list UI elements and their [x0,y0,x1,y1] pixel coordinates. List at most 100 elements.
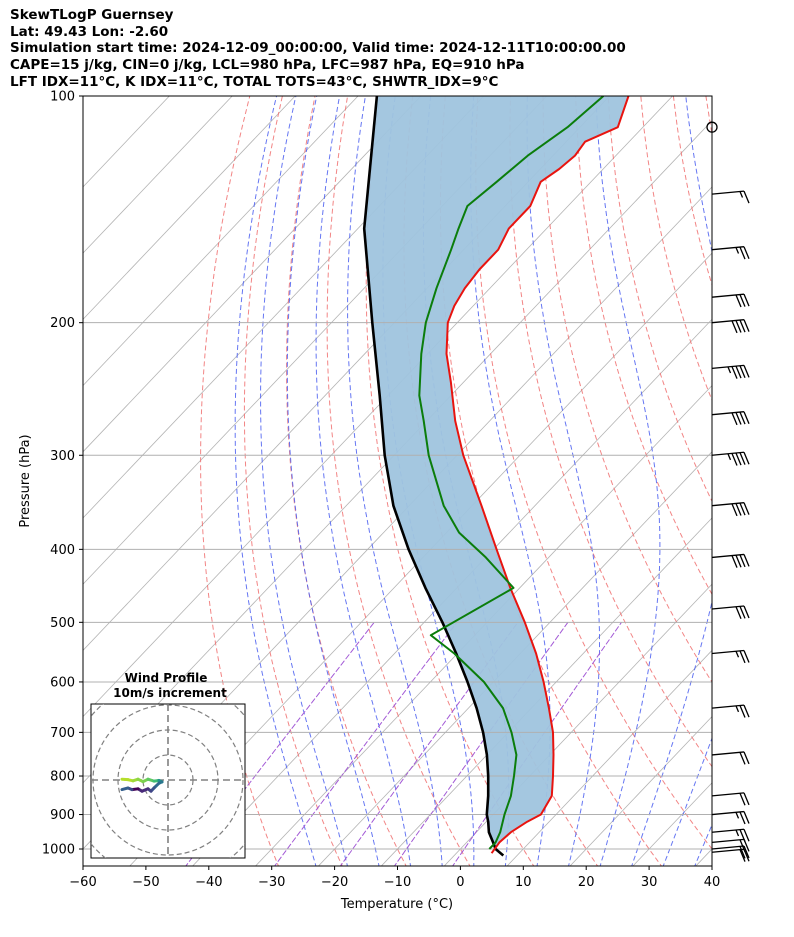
barb-flag [735,554,742,568]
barb-flag [739,246,746,260]
barb-staff [711,848,745,853]
moist-adiabat-line [260,96,348,866]
x-tick-label: −40 [195,875,222,890]
barb-staff [711,605,745,610]
barb-flag [743,849,750,862]
dry-adiabat-line [640,96,712,402]
dry-adiabat-line [575,96,712,596]
barb-flag [739,650,746,664]
barb-flag [739,554,746,568]
y-tick-label: 700 [50,726,75,741]
dry-adiabat-line [705,96,712,137]
barb-flag [731,320,738,334]
barb-flag [735,503,742,516]
dry-adiabat-line [607,96,712,503]
barb-flag [743,845,750,859]
barb-flag [743,246,750,259]
barb-flag [731,412,738,426]
wind-barb [711,553,750,568]
isotherm-line [83,96,296,320]
barb-flag [743,190,750,204]
barb-flag [743,751,750,765]
barb-flag [739,811,746,825]
x-tick-label: 30 [641,875,658,890]
wind-barb [711,319,750,334]
wind-barb [711,190,750,204]
barb-flag [739,606,746,619]
barb-half-flag [735,705,740,713]
chart-header: SkewTLogP Guernsey Lat: 49.43 Lon: -2.60… [10,7,626,91]
wind-barb [711,810,750,825]
mixing-ratio-line [274,621,458,866]
moist-adiabat-line [286,96,380,866]
parcel-line [362,96,505,857]
barb-flag [739,793,746,806]
moist-adiabat-line [595,96,661,866]
barb-staff [711,828,745,833]
moist-adiabat-line [662,736,712,866]
x-axis-label: Temperature (°C) [340,897,453,912]
barb-flag [735,365,742,379]
barb-staff [711,293,745,298]
y-tick-label: 300 [50,449,75,464]
barb-flag [743,605,750,619]
barb-half-flag [735,829,740,837]
hodograph-subtitle: 10m/s increment [113,686,227,700]
hodograph-title: Wind Profile [125,671,208,685]
barb-flag [743,828,750,842]
barb-flag [739,452,746,465]
isotherm-line [129,252,712,866]
barb-flag [735,452,742,466]
barb-staff [711,649,745,655]
x-tick-label: −30 [258,875,285,890]
barb-flag [743,792,750,806]
barb-flag [731,503,738,517]
wind-barb [711,364,750,379]
barb-half-flag [735,812,740,819]
hodograph-trace [120,786,130,792]
isotherm-line [83,96,422,453]
wind-barb [711,751,750,765]
barb-flag [735,606,742,620]
y-tick-label: 100 [50,90,75,105]
isotherm-line [757,96,794,868]
wind-barb [711,848,750,862]
barb-half-flag [727,366,732,374]
moist-adiabat-line [234,96,317,866]
x-tick-label: 40 [704,875,721,890]
x-tick-label: −50 [132,875,159,890]
barb-flag [739,411,746,425]
isotherm-line [569,715,712,866]
moist-adiabat-line [526,96,600,866]
x-tick-label: −60 [69,875,96,890]
location-line: Lat: 49.43 Lon: -2.60 [10,23,169,40]
y-tick-label: 500 [50,616,75,631]
barb-flag [739,752,746,765]
wind-barb [711,246,750,260]
wind-barbs [706,121,750,862]
barb-flag [731,555,738,568]
temperature-line [445,96,630,854]
dry-adiabat-line [509,96,712,768]
x-tick-label: −20 [321,875,348,890]
axis-ticks: −60 −50 −40 −30 −20 −10 0 10 20 30 40 100 200 300 400 5… [42,90,720,891]
x-tick-label: 0 [456,875,464,890]
calm-wind-circle [706,121,718,133]
moist-adiabat-line [470,96,551,866]
isotherm-line [506,649,712,866]
barb-staff [711,792,745,797]
chart-title: SkewTLogP Guernsey [10,7,174,23]
x-tick-label: 20 [578,875,595,890]
barb-flag [739,849,746,862]
isotherm-line [254,384,712,866]
barb-staff [711,502,745,507]
dry-adiabat-line [739,96,794,868]
barb-flag [735,294,742,308]
indices-line-2: LFT IDX=11°C, K IDX=11°C, TOTAL TOTS=43°… [10,73,499,90]
barb-flag [743,411,750,424]
isotherm-line [83,96,359,387]
wind-barb [711,411,750,426]
wind-barb [711,704,750,718]
barb-half-flag [727,453,732,461]
y-tick-label: 600 [50,675,75,690]
